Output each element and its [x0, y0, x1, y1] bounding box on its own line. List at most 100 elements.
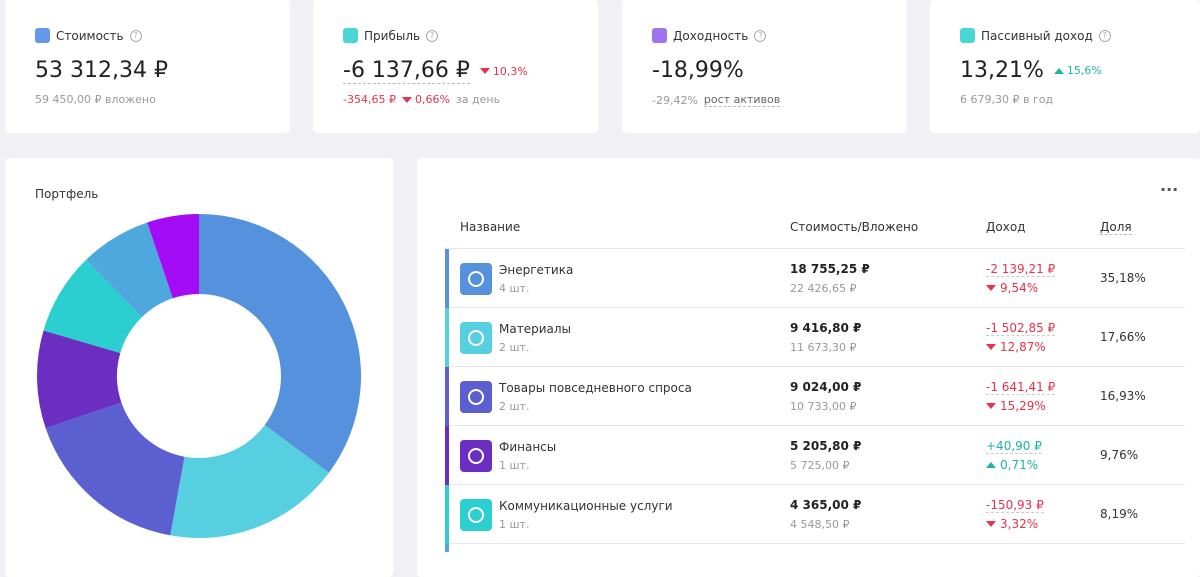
label: Прибыль — [364, 28, 421, 43]
income-percent: 9,54% — [1000, 281, 1039, 295]
icon — [960, 28, 975, 43]
donut-slice[interactable] — [86, 222, 173, 318]
color-bar — [445, 308, 449, 367]
amount: -29,42% — [652, 93, 698, 107]
table-row[interactable]: Финансы 1 шт. 5 205,80 ₽ 5 725,00 ₽ +40,90 ₽… — [445, 426, 1185, 485]
icon — [343, 28, 358, 43]
change-text: 15,6% — [1066, 64, 1102, 77]
help-icon[interactable]: ? — [754, 29, 767, 42]
income-percent: 15,29% — [1000, 399, 1046, 413]
quantity: 2 шт. — [499, 341, 530, 354]
card-label: Пассивный доход? — [960, 28, 1111, 43]
donut-slice[interactable] — [147, 214, 199, 299]
income: +40,90 ₽ — [986, 439, 1042, 454]
change: 15,6% — [1053, 64, 1102, 77]
invested: 4 548,50 ₽ — [790, 518, 850, 531]
portfolio-card: Портфель — [5, 158, 393, 577]
income: -1 502,85 ₽ — [986, 321, 1056, 336]
column-header[interactable]: Доля — [1100, 220, 1132, 235]
income: -150,93 ₽ — [986, 498, 1044, 513]
income-change: 12,87% — [986, 340, 1046, 354]
amount: -354,65 ₽ — [343, 93, 396, 106]
column-header[interactable]: Стоимость/Вложено — [790, 220, 919, 234]
quantity: 4 шт. — [499, 282, 530, 295]
invested: 11 673,30 ₽ — [790, 341, 857, 354]
percent: 0,66% — [414, 93, 450, 106]
income-change: 15,29% — [986, 399, 1046, 413]
card: Пассивный доход? 13,21% 15,6% 6 679,30 ₽ … — [930, 0, 1200, 133]
sector-name: Материалы — [499, 322, 571, 336]
income-change: 9,54% — [986, 281, 1038, 295]
invested: 10 733,00 ₽ — [790, 400, 857, 413]
income-change: 0,71% — [986, 458, 1038, 472]
column-header[interactable]: Название — [460, 220, 521, 234]
change-text: 10,3% — [492, 64, 528, 78]
table-row[interactable]: Коммуникационные услуги 1 шт. 4 365,00 ₽ 4 … — [445, 485, 1185, 544]
label: Пассивный доход — [981, 28, 1093, 43]
donut-slice[interactable] — [43, 259, 142, 353]
value: 18 755,25 ₽ — [790, 262, 870, 276]
label: Стоимость — [56, 28, 124, 43]
income-percent: 3,32% — [1000, 517, 1039, 531]
value: -6 137,66 ₽ — [343, 58, 470, 84]
card-label: Стоимость? — [35, 28, 142, 43]
table-card: ··· — [417, 158, 1200, 577]
sector-icon — [460, 499, 492, 531]
card-label: Прибыль? — [343, 28, 439, 43]
card: Стоимость? 53 312,34 ₽ 59 450,00 ₽ вложе… — [5, 0, 290, 133]
donut-slice[interactable] — [45, 402, 185, 536]
suffix: за день — [455, 93, 501, 106]
sector-icon — [460, 381, 492, 413]
help-icon[interactable]: ? — [129, 29, 142, 42]
card: Доходность? -18,99% -29,42% рост активов — [622, 0, 907, 133]
donut-slice[interactable] — [170, 424, 329, 539]
share: 9,76% — [1100, 448, 1139, 462]
table-row[interactable]: Материалы 2 шт. 9 416,80 ₽ 11 673,30 ₽ -1 50… — [445, 308, 1185, 367]
value: 9 416,80 ₽ — [790, 321, 862, 335]
invested: 22 426,65 ₽ — [790, 282, 857, 295]
income-percent: 12,87% — [1000, 340, 1046, 354]
donut-chart — [37, 214, 362, 539]
help-icon[interactable]: ? — [426, 29, 439, 42]
invested: 5 725,00 ₽ — [790, 459, 850, 472]
link[interactable]: рост активов — [703, 93, 781, 107]
table-row[interactable]: Энергетика 4 шт. 18 755,25 ₽ 22 426,65 ₽ -2 … — [445, 249, 1185, 308]
sector-name: Финансы — [499, 440, 557, 454]
change: 10,3% — [479, 64, 528, 78]
value: -18,99% — [652, 58, 744, 83]
value: 53 312,34 ₽ — [35, 58, 168, 83]
help-icon[interactable]: ? — [1098, 29, 1111, 42]
icon — [652, 28, 667, 43]
sector-name: Энергетика — [499, 263, 574, 277]
income-percent: 0,71% — [1000, 458, 1039, 472]
share: 8,19% — [1100, 507, 1139, 521]
donut-slice[interactable] — [199, 214, 362, 473]
card: Прибыль? -6 137,66 ₽ 10,3% -354,65 ₽ 0,66%… — [313, 0, 598, 133]
value: 13,21% — [960, 58, 1044, 83]
menu-button[interactable]: ··· — [1160, 180, 1179, 199]
table-row[interactable]: Товары повседневного спроса 2 шт. 9 024,00… — [445, 367, 1185, 426]
sector-name: Товары повседневного спроса — [499, 381, 692, 395]
color-bar — [445, 367, 449, 426]
column-header[interactable]: Доход — [986, 220, 1026, 234]
divider — [445, 248, 1185, 249]
card-label: Доходность? — [652, 28, 767, 43]
color-bar — [445, 485, 449, 544]
color-bar — [445, 249, 449, 308]
label: Доходность — [673, 28, 749, 43]
quantity: 2 шт. — [499, 400, 530, 413]
color-bar — [445, 544, 449, 552]
value: 9 024,00 ₽ — [790, 380, 862, 394]
share: 17,66% — [1100, 330, 1146, 344]
note: 6 679,30 ₽ в год — [960, 93, 1054, 106]
income: -1 641,41 ₽ — [986, 380, 1056, 395]
sector-name: Коммуникационные услуги — [499, 499, 673, 513]
icon — [35, 28, 50, 43]
portfolio-title: Портфель — [35, 187, 99, 201]
sector-icon — [460, 263, 492, 295]
income-change: 3,32% — [986, 517, 1038, 531]
color-bar — [445, 426, 449, 485]
donut-slice[interactable] — [37, 330, 122, 429]
value: 5 205,80 ₽ — [790, 439, 862, 453]
